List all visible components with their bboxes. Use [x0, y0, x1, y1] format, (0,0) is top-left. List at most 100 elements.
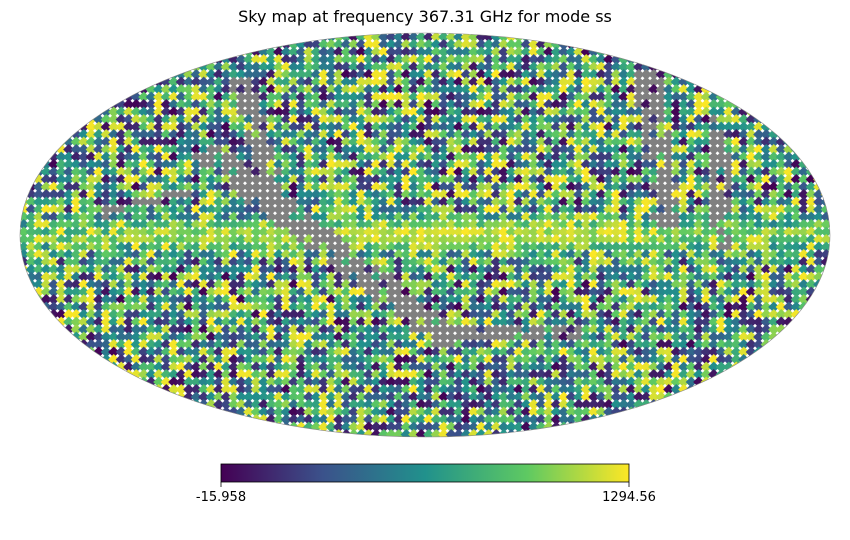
map-pixel [438, 128, 450, 141]
map-pixel [468, 53, 480, 66]
map-pixel [280, 46, 292, 58]
map-pixel [460, 128, 472, 141]
map-pixel [310, 113, 322, 126]
map-pixel [423, 128, 435, 141]
map-pixel [318, 46, 330, 58]
map-pixel [415, 83, 427, 96]
map-pixel [303, 91, 315, 103]
map-pixel [415, 46, 427, 58]
map-pixel [400, 91, 412, 103]
map-pixel [280, 83, 292, 96]
map-pixel [798, 308, 810, 321]
map-pixel [303, 113, 315, 126]
map-pixel [483, 61, 495, 73]
map-pixel [408, 121, 420, 133]
map-pixel [678, 391, 690, 403]
map-pixel [348, 83, 360, 96]
map-pixel [445, 113, 457, 126]
map-pixel [303, 83, 315, 96]
map-pixel [378, 68, 390, 81]
map-pixel [558, 421, 570, 433]
map-pixel [483, 113, 495, 126]
map-pixel [475, 61, 487, 73]
map-pixel [370, 83, 382, 96]
map-pixel [378, 128, 390, 141]
map-pixel [168, 128, 180, 141]
map-pixel [468, 76, 480, 88]
map-pixel [288, 76, 300, 88]
map-pixel [498, 46, 510, 58]
map-pixel [363, 53, 375, 66]
map-pixel [280, 53, 292, 66]
map-pixel [340, 53, 352, 66]
map-pixel [78, 346, 90, 358]
map-pixel [393, 61, 405, 73]
map-pixel [813, 166, 825, 178]
map-pixel [20, 271, 30, 283]
map-pixel [265, 53, 277, 66]
map-pixel [378, 38, 390, 51]
map-pixel [483, 53, 495, 66]
map-pixel [288, 68, 300, 81]
map-pixel [295, 106, 307, 118]
map-pixel [768, 338, 780, 351]
map-pixel [393, 68, 405, 81]
map-pixel [430, 121, 442, 133]
map-pixel [445, 33, 457, 43]
map-pixel [363, 38, 375, 51]
map-pixel [340, 68, 352, 81]
map-pixel [258, 53, 270, 66]
map-pixel [370, 46, 382, 58]
map-pixel [415, 113, 427, 126]
map-pixel [295, 68, 307, 81]
map-pixel [415, 91, 427, 103]
map-pixel [498, 113, 510, 126]
map-pixel [385, 113, 397, 126]
map-pixel [288, 83, 300, 96]
map-pixel [243, 128, 255, 141]
map-pixel [468, 46, 480, 58]
map-pixel [423, 33, 435, 43]
map-pixel [348, 428, 360, 437]
map-pixel [430, 76, 442, 88]
map-pixel [93, 353, 105, 366]
map-pixel [415, 128, 427, 141]
map-pixel [280, 128, 292, 141]
map-pixel [348, 91, 360, 103]
map-pixel [498, 76, 510, 88]
map-pixel [303, 128, 315, 141]
map-pixel [400, 113, 412, 126]
map-pixel [423, 91, 435, 103]
map-pixel [325, 428, 337, 437]
map-pixel [415, 68, 427, 81]
map-pixel [790, 308, 802, 321]
map-pixel [273, 46, 285, 58]
map-pixel [310, 53, 322, 66]
map-pixel [265, 113, 277, 126]
map-pixel [333, 61, 345, 73]
map-pixel [333, 106, 345, 118]
map-pixel [430, 46, 442, 58]
map-pixel [543, 421, 555, 433]
map-pixel [468, 61, 480, 73]
map-pixel [423, 121, 435, 133]
map-pixel [490, 68, 502, 81]
map-pixel [325, 91, 337, 103]
map-pixel [430, 33, 442, 43]
map-pixel [385, 121, 397, 133]
map-pixel [430, 53, 442, 66]
map-pixel [355, 68, 367, 81]
map-pixel [483, 46, 495, 58]
map-pixel [325, 61, 337, 73]
map-pixel [273, 53, 285, 66]
map-pixel [355, 61, 367, 73]
map-pixel [348, 46, 360, 58]
map-pixel [475, 98, 487, 111]
map-pixel [408, 98, 420, 111]
map-pixel [325, 98, 337, 111]
map-pixel [265, 98, 277, 111]
map-pixel [78, 136, 90, 148]
map-pixel [258, 76, 270, 88]
map-pixel [378, 76, 390, 88]
map-pixel [430, 91, 442, 103]
